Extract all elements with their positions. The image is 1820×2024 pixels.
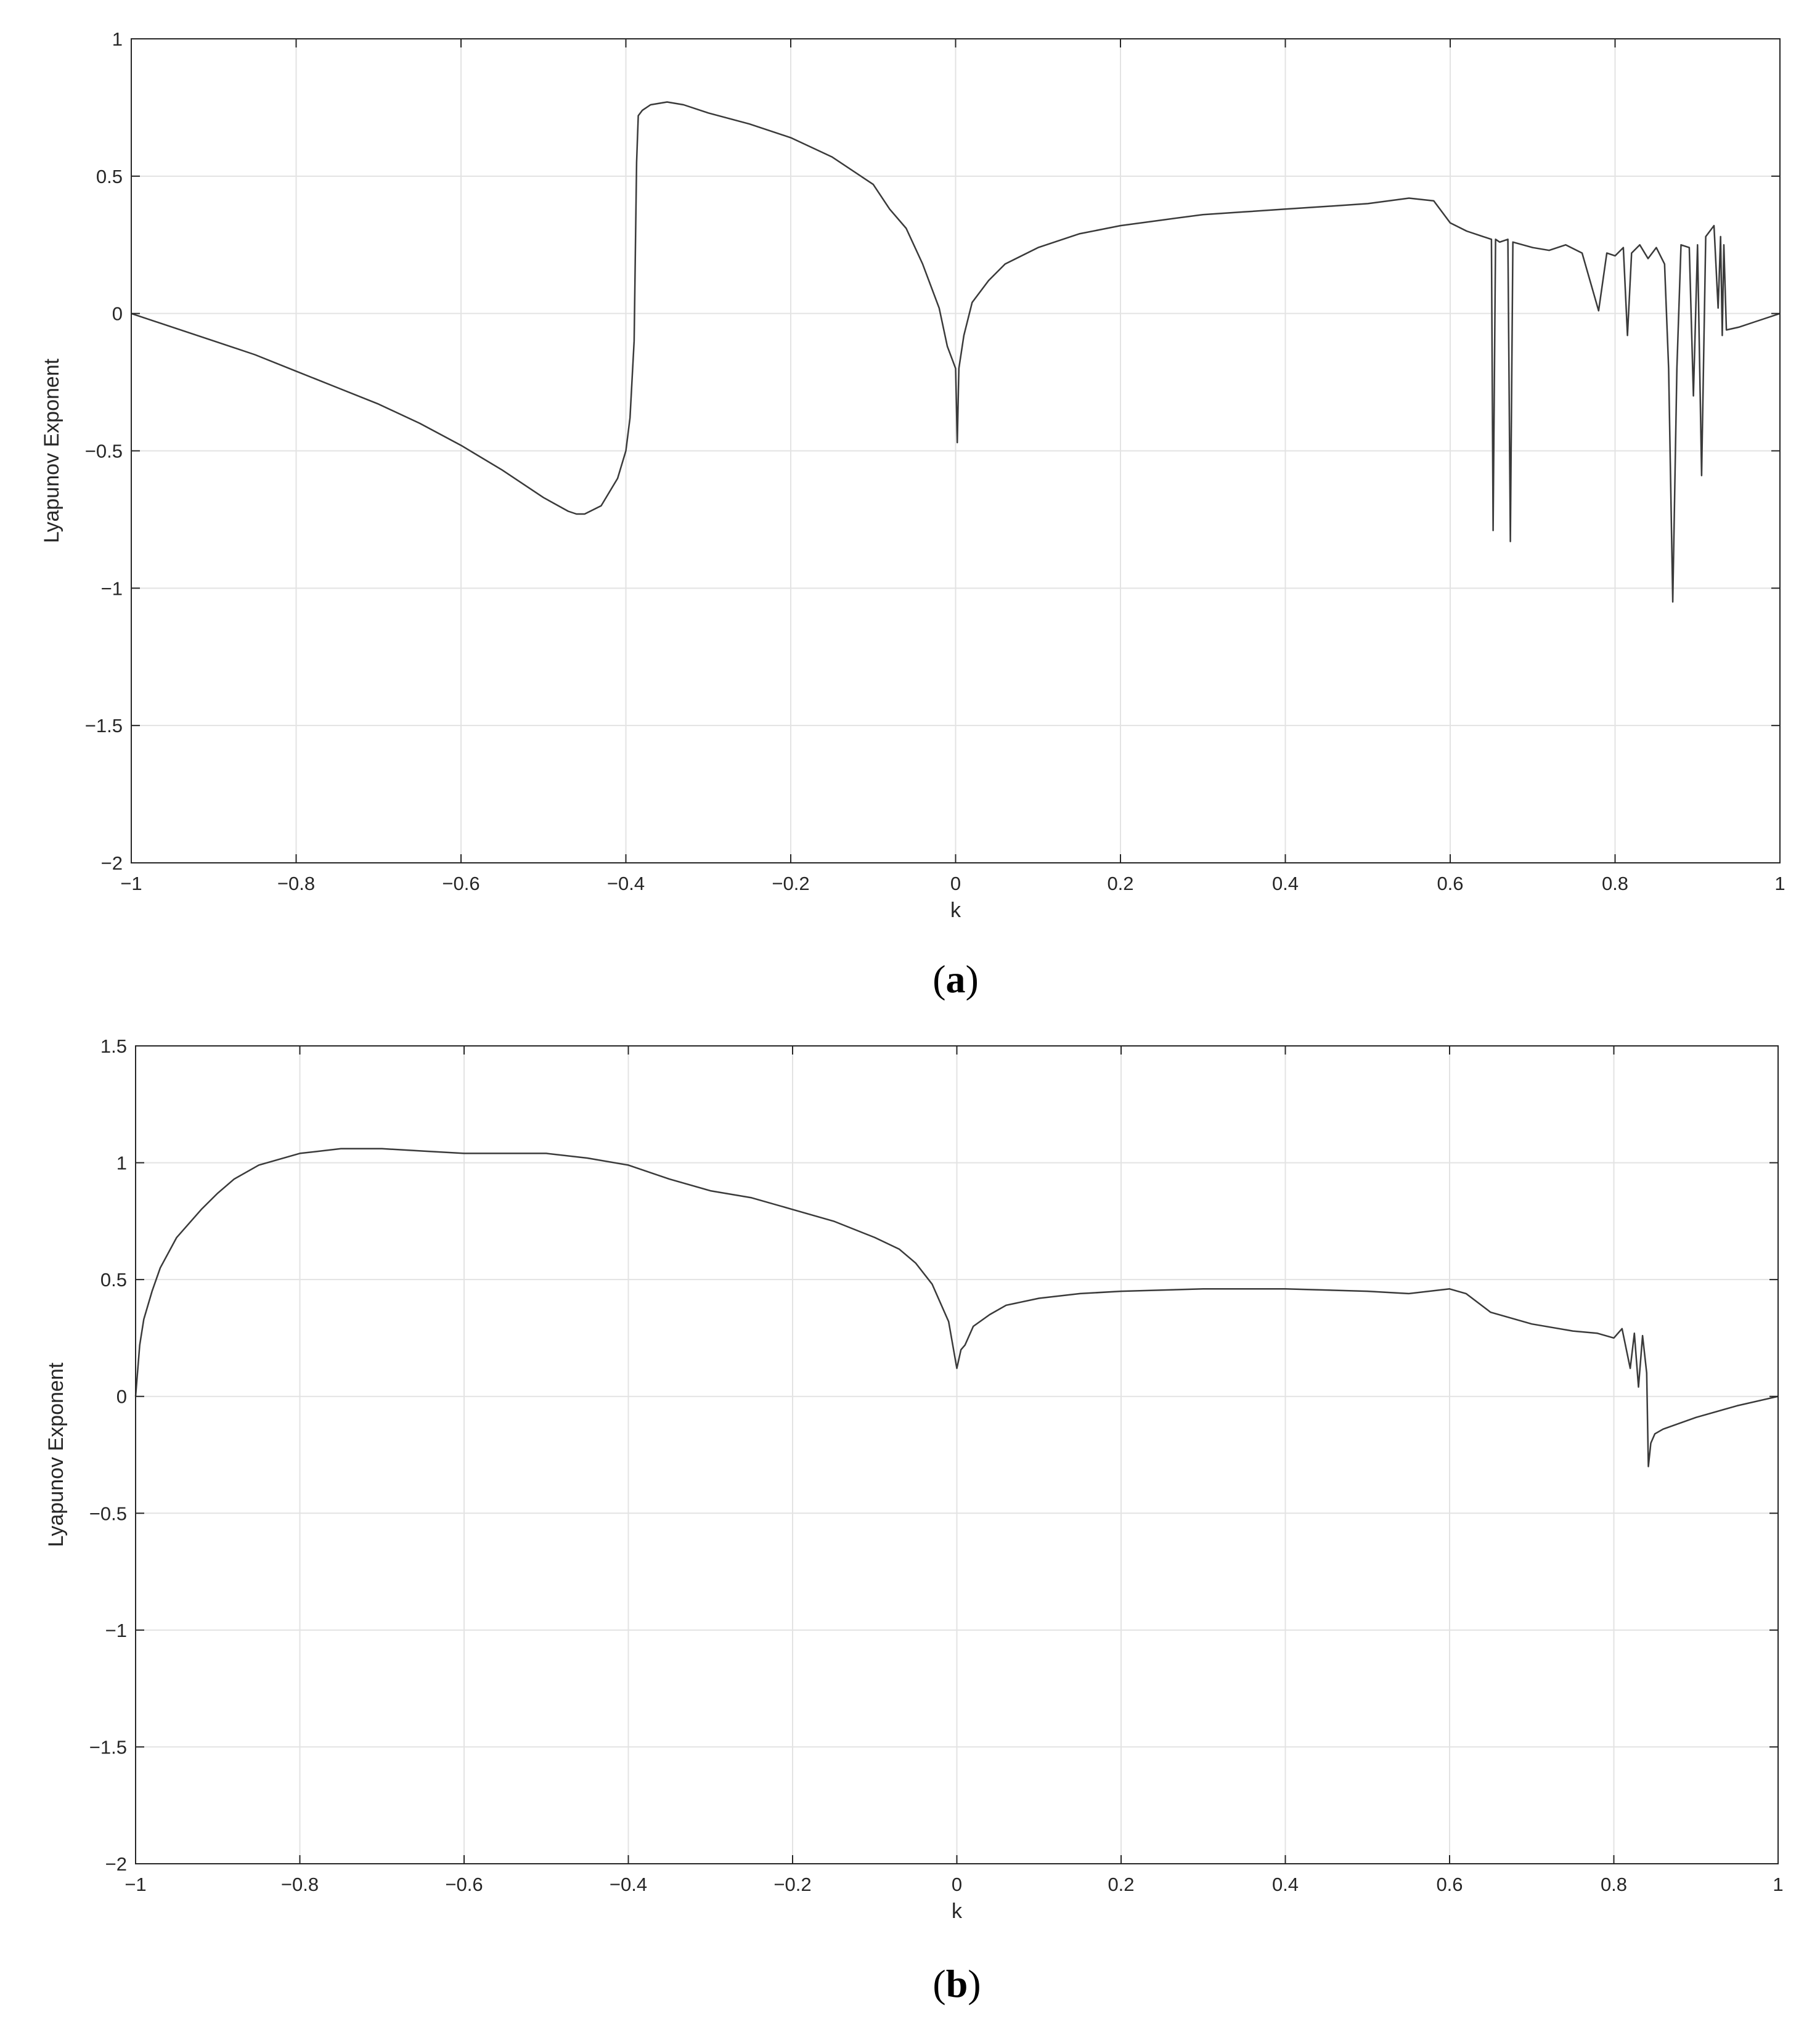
panel-caption: (b) xyxy=(932,1962,981,2006)
x-tick-label: −1 xyxy=(120,873,142,894)
x-tick-label: −0.8 xyxy=(277,873,315,894)
y-axis-label: Lyapunov Exponent xyxy=(44,1362,68,1547)
y-tick-label: 0.5 xyxy=(96,166,123,187)
x-tick-label: −0.4 xyxy=(610,1874,647,1895)
panel-b: −1 −0.8 −0.6 −0.4 −0.2 0 0.2 0.4 0.6 0.8 1 −2 −1.5 −1… xyxy=(44,1035,1784,2006)
x-tick-label: −0.6 xyxy=(442,873,479,894)
y-tick-label: −1 xyxy=(105,1620,127,1641)
x-tick-label: 0.2 xyxy=(1107,873,1133,894)
x-tick-label: 0 xyxy=(952,1874,962,1895)
x-tick-label: −0.6 xyxy=(445,1874,483,1895)
x-axis-label: k xyxy=(950,899,961,922)
y-tick-label: −0.5 xyxy=(89,1503,127,1524)
y-tick-label: 0.5 xyxy=(100,1269,127,1291)
x-tick-label: 0.4 xyxy=(1272,1874,1299,1895)
x-tick-label: 0.4 xyxy=(1272,873,1299,894)
y-tick-label: −2 xyxy=(101,852,123,874)
y-tick-label: −2 xyxy=(105,1853,127,1875)
x-tick-label: 0.8 xyxy=(1602,873,1628,894)
x-tick-label: 0.8 xyxy=(1601,1874,1627,1895)
series-line xyxy=(131,101,1781,603)
y-tick-label: 0 xyxy=(112,303,123,325)
y-tick-label: −0.5 xyxy=(85,441,123,462)
x-tick-label: 0.6 xyxy=(1437,873,1463,894)
x-tick-label: −0.2 xyxy=(772,873,809,894)
y-tick-label: 1 xyxy=(116,1153,127,1174)
y-axis-label: Lyapunov Exponent xyxy=(40,358,63,543)
x-tick-label: 0.2 xyxy=(1108,1874,1134,1895)
x-tick-label: 0 xyxy=(950,873,961,894)
x-axis-label: k xyxy=(952,1900,963,1923)
y-tick-label: −1 xyxy=(101,577,123,599)
y-tick-label: 1 xyxy=(112,28,123,50)
y-tick-label: −1.5 xyxy=(89,1736,127,1758)
x-tick-label: 0.6 xyxy=(1436,1874,1463,1895)
x-tick-label: 1 xyxy=(1774,873,1785,894)
y-tick-label: 1.5 xyxy=(100,1035,127,1057)
x-tick-label: −1 xyxy=(124,1874,146,1895)
y-tick-label: 0 xyxy=(116,1386,127,1408)
x-tick-label: −0.4 xyxy=(607,873,645,894)
x-tick-label: 1 xyxy=(1773,1874,1783,1895)
panel-a: −1 −0.8 −0.6 −0.4 −0.2 0 0.2 0.4 0.6 0.8 1 −2 −1.5 −1… xyxy=(40,28,1785,1001)
x-tick-label: −0.8 xyxy=(281,1874,319,1895)
y-tick-label: −1.5 xyxy=(85,715,123,737)
panel-caption: (a) xyxy=(932,957,979,1001)
x-tick-label: −0.2 xyxy=(773,1874,811,1895)
series-line xyxy=(134,1148,1779,1467)
